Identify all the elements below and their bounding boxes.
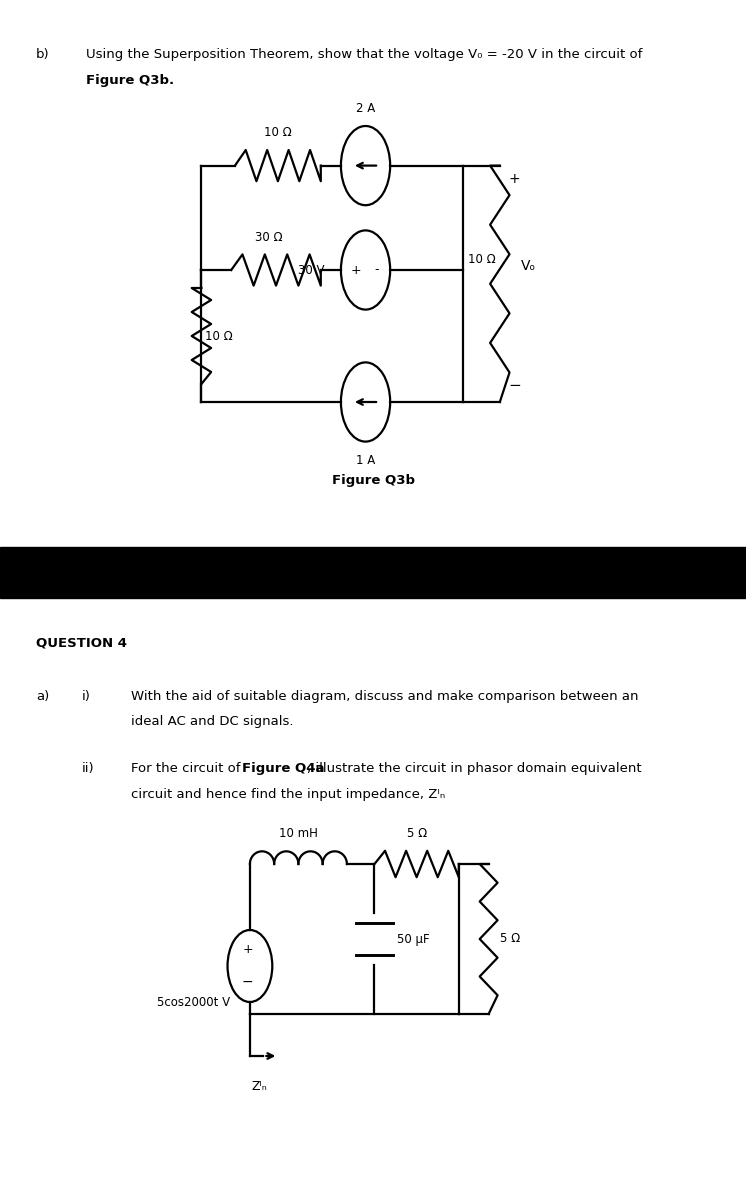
Text: 50 μF: 50 μF <box>397 932 430 946</box>
Text: −: − <box>242 976 254 989</box>
Text: 10 mH: 10 mH <box>279 827 318 840</box>
Text: 5 Ω: 5 Ω <box>407 827 427 840</box>
Text: -: - <box>374 264 379 276</box>
Bar <box>0 547 746 598</box>
Text: For the circuit of: For the circuit of <box>131 762 244 775</box>
Text: QUESTION 4: QUESTION 4 <box>36 636 127 649</box>
Text: 5 Ω: 5 Ω <box>500 932 520 946</box>
Text: circuit and hence find the input impedance, Zᴵₙ: circuit and hence find the input impedan… <box>131 788 445 802</box>
Text: 10 Ω: 10 Ω <box>263 126 292 139</box>
Text: 2 A: 2 A <box>356 102 375 115</box>
Text: Figure Q3b.: Figure Q3b. <box>86 74 174 88</box>
Text: Using the Superposition Theorem, show that the voltage V₀ = -20 V in the circuit: Using the Superposition Theorem, show th… <box>86 48 642 61</box>
Text: ideal AC and DC signals.: ideal AC and DC signals. <box>131 715 293 728</box>
Text: ii): ii) <box>82 762 95 775</box>
Text: Zᴵₙ: Zᴵₙ <box>251 1080 267 1093</box>
Text: +: + <box>242 943 253 956</box>
Text: , illustrate the circuit in phasor domain equivalent: , illustrate the circuit in phasor domai… <box>307 762 642 775</box>
Text: b): b) <box>36 48 49 61</box>
Text: Figure Q4a: Figure Q4a <box>242 762 325 775</box>
Text: 10 Ω: 10 Ω <box>468 253 496 266</box>
Text: −: − <box>509 378 521 392</box>
Text: 30 Ω: 30 Ω <box>254 230 283 244</box>
Text: 5cos2000t V: 5cos2000t V <box>157 996 231 1009</box>
Text: 30 V: 30 V <box>298 264 325 276</box>
Text: 1 A: 1 A <box>356 454 375 467</box>
Text: With the aid of suitable diagram, discuss and make comparison between an: With the aid of suitable diagram, discus… <box>131 690 638 703</box>
Text: Figure Q3b: Figure Q3b <box>331 474 415 487</box>
Text: +: + <box>351 264 362 276</box>
Text: Vₒ: Vₒ <box>521 259 536 272</box>
Text: +: + <box>509 172 521 186</box>
Text: i): i) <box>82 690 91 703</box>
Text: a): a) <box>36 690 49 703</box>
Text: 10 Ω: 10 Ω <box>205 330 233 342</box>
